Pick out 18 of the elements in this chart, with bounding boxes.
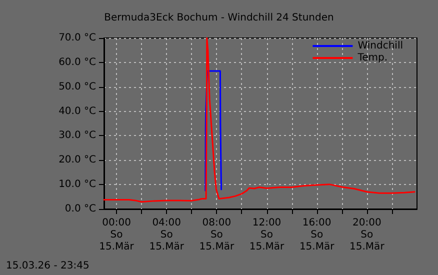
y-tick-label: 30.0 °C <box>58 130 96 142</box>
y-tick-label: 10.0 °C <box>58 179 96 190</box>
chart-title: Bermuda3Eck Bochum - Windchill 24 Stunden <box>104 12 334 24</box>
y-tick-label: 40.0 °C <box>58 106 96 117</box>
y-tick-label: 0.0 °C <box>64 204 96 214</box>
x-tick-label: 12:00 So 15.Mär <box>249 218 286 252</box>
x-tick-label: 00:00 So 15.Mär <box>99 218 135 252</box>
text: 15.03.26 - 23:45 <box>6 260 90 272</box>
y-tick-label: 50.0 °C <box>58 81 96 92</box>
y-tick-label: 60.0 °C <box>58 56 96 68</box>
x-tick-label: 04:00 So 15.Mär <box>149 218 185 252</box>
x-tick-label: 08:00 So 15.Mär <box>199 218 235 252</box>
x-tick-label: 20:00 So 15.Mär <box>350 218 386 252</box>
y-tick-label: 70.0 °C <box>58 32 96 44</box>
x-tick-label: 16:00 So 15.Mär <box>299 218 336 252</box>
legend-label: Windchill <box>358 40 404 52</box>
legend-label: Temp. <box>356 52 388 64</box>
y-tick-label: 20.0 °C <box>58 154 96 166</box>
